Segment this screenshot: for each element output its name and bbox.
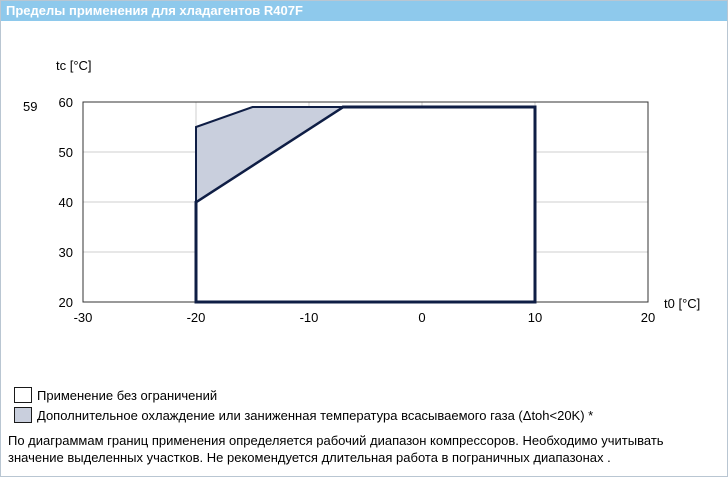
max-condensing-label: 59 — [23, 99, 37, 114]
panel-title: Пределы применения для хладагентов R407F — [6, 3, 303, 18]
y-tick-label: 20 — [59, 295, 73, 310]
legend-item-additional-cooling: Дополнительное охлаждение или заниженная… — [14, 406, 593, 424]
x-tick-label: -10 — [300, 310, 319, 325]
x-tick-label: 20 — [641, 310, 655, 325]
x-axis-label: t0 [°C] — [664, 296, 700, 311]
x-tick-label: -30 — [74, 310, 93, 325]
envelope-additional-cooling — [195, 106, 347, 204]
legend-label-additional-cooling: Дополнительное охлаждение или заниженная… — [37, 407, 594, 423]
y-axis-label: tc [°C] — [56, 58, 92, 73]
application-limits-chart: -30 -20 -10 0 10 20 20 30 40 50 60 tc [°C] t0 [°C] 59 — [23, 58, 700, 325]
y-tick-label: 40 — [59, 195, 73, 210]
footnote-text: По диаграммам границ применения определя… — [8, 433, 664, 465]
legend-swatch-unrestricted — [14, 387, 32, 403]
x-tick-label: -20 — [187, 310, 206, 325]
y-tick-label: 60 — [59, 95, 73, 110]
legend-item-unrestricted: Применение без ограничений — [14, 386, 217, 404]
y-tick-label: 30 — [59, 245, 73, 260]
legend-label-unrestricted: Применение без ограничений — [37, 387, 218, 403]
legend-swatch-additional-cooling — [14, 407, 32, 423]
panel-title-bar: Пределы применения для хладагентов R407F — [1, 1, 727, 21]
x-tick-label: 0 — [418, 310, 425, 325]
y-tick-label: 50 — [59, 145, 73, 160]
envelope-unrestricted — [194, 105, 537, 304]
x-tick-label: 10 — [528, 310, 542, 325]
